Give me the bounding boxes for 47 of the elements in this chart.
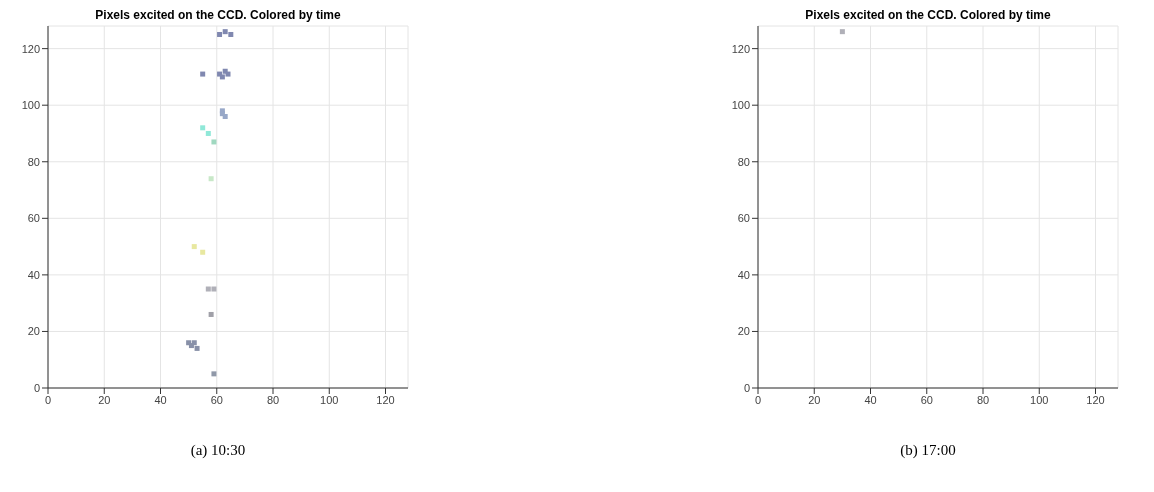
x-tick-label: 120 — [1086, 393, 1105, 406]
x-tick-label: 80 — [266, 393, 280, 406]
y-tick-label: 80 — [27, 155, 40, 168]
x-tick-label: 20 — [808, 393, 821, 406]
x-tick-label: 40 — [154, 393, 167, 406]
point — [208, 311, 214, 317]
point — [200, 71, 206, 77]
y-tick-label: 40 — [27, 268, 40, 281]
point — [205, 130, 211, 136]
y-tick-label: 120 — [731, 42, 750, 55]
x-tick-label: 120 — [376, 393, 395, 406]
x-tick-label: 40 — [864, 393, 877, 406]
y-tick-label: 60 — [737, 212, 750, 225]
point — [228, 31, 234, 37]
y-tick-label: 80 — [737, 155, 750, 168]
y-tick-label: 0 — [743, 381, 750, 394]
point — [211, 286, 217, 292]
point — [211, 371, 217, 377]
y-tick-label: 20 — [737, 325, 750, 338]
x-tick-label: 100 — [1030, 393, 1049, 406]
x-tick-label: 60 — [210, 393, 223, 406]
y-tick-label: 120 — [21, 42, 40, 55]
point — [200, 125, 206, 131]
point — [205, 286, 211, 292]
x-tick-label: 80 — [976, 393, 990, 406]
point — [217, 31, 223, 37]
y-tick-label: 100 — [731, 99, 750, 112]
y-tick-label: 100 — [21, 99, 40, 112]
point — [211, 139, 217, 145]
chart-title: Pixels excited on the CCD. Colored by time — [94, 8, 342, 22]
point — [222, 29, 228, 35]
text: (b) 17:00 — [899, 442, 957, 459]
x-tick-label: 20 — [98, 393, 111, 406]
x-tick-label: 100 — [320, 393, 339, 406]
chart-title: Pixels excited on the CCD. Colored by time — [804, 8, 1052, 22]
point — [208, 176, 214, 182]
y-tick-label: 40 — [737, 268, 750, 281]
y-tick-label: 60 — [27, 212, 40, 225]
x-tick-label: 0 — [754, 393, 762, 406]
point — [200, 249, 206, 255]
point — [191, 244, 197, 250]
text: (a) 10:30 — [189, 442, 247, 459]
point — [194, 345, 200, 351]
x-tick-label: 0 — [44, 393, 52, 406]
y-tick-label: 20 — [27, 325, 40, 338]
x-tick-label: 60 — [920, 393, 933, 406]
y-tick-label: 0 — [33, 381, 40, 394]
